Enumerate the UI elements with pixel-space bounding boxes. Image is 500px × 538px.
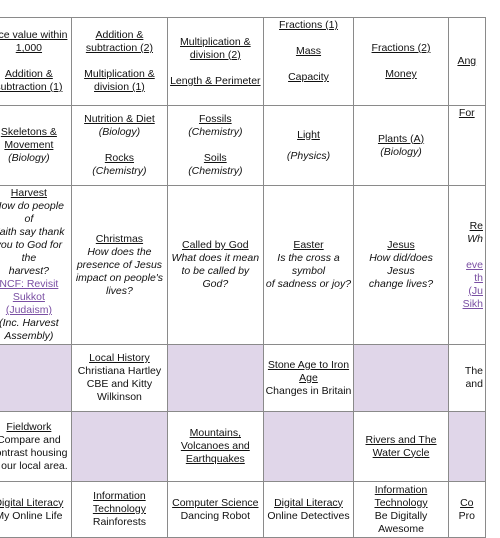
table-row: Harvest How do people of Faith say thank… <box>0 185 487 345</box>
cell-science-skeletons: Skeletons & Movement (Biology) <box>0 105 72 186</box>
cell-computing-digital-literacy-1: Digital Literacy My Online Life <box>0 481 72 538</box>
cell-maths-addition: Addition & subtraction (2) Multiplicatio… <box>70 17 169 106</box>
cell-geography-empty <box>447 411 487 482</box>
cell-re-jesus: Jesus How did/does Jesus change lives? <box>353 185 449 345</box>
cell-geography-rivers: Rivers and The Water Cycle <box>353 411 449 482</box>
cell-science-nutrition: Nutrition & Diet (Biology) Rocks (Chemis… <box>70 105 169 186</box>
cell-computing-it-rainforests: Information Technology Rainforests <box>70 481 169 538</box>
cell-maths-multiplication: Multiplication & division (2) Length & P… <box>167 17 264 106</box>
cell-history-empty <box>353 344 449 412</box>
cell-computing-computer-science: Computer Science Dancing Robot <box>167 481 264 538</box>
cell-history-stone-age: Stone Age to Iron Age Changes in Britain <box>262 344 355 412</box>
cell-science-light: Light (Physics) <box>262 105 355 186</box>
cell-maths-fractions-1: Fractions (1) Mass Capacity <box>262 17 355 106</box>
cell-computing-truncated: Co Pro <box>447 481 487 538</box>
cell-geography-mountains: Mountains, Volcanoes and Earthquakes <box>167 411 264 482</box>
cell-maths-fractions-2: Fractions (2) Money <box>353 17 449 106</box>
cell-re-easter: Easter Is the cross a symbol of sadness … <box>262 185 355 345</box>
cell-history-empty <box>0 344 72 412</box>
cell-re-christmas: Christmas How does the presence of Jesus… <box>70 185 169 345</box>
cell-science-truncated: For <box>447 105 487 186</box>
cell-maths-place-value: lace value within 1,000 Addition & subtr… <box>0 17 72 106</box>
cell-re-harvest: Harvest How do people of Faith say thank… <box>0 185 72 345</box>
cell-history-empty <box>167 344 264 412</box>
table-row: Digital Literacy My Online Life Informat… <box>0 481 487 538</box>
table-row: Fieldwork Compare and contrast housing i… <box>0 411 487 482</box>
cell-computing-it-awesome: Information Technology Be Digitally Awes… <box>353 481 449 538</box>
curriculum-table: lace value within 1,000 Addition & subtr… <box>0 17 487 538</box>
table-row: lace value within 1,000 Addition & subtr… <box>0 17 487 106</box>
cell-maths-truncated: Ang <box>447 17 487 106</box>
cell-science-fossils: Fossils (Chemistry) Soils (Chemistry) <box>167 105 264 186</box>
cell-science-plants: Plants (A) (Biology) <box>353 105 449 186</box>
table-row: Local History Christiana Hartley CBE and… <box>0 344 487 412</box>
cell-history-truncated: The and <box>447 344 487 412</box>
cell-re-called-by-god: Called by God What does it mean to be ca… <box>167 185 264 345</box>
table-row: Skeletons & Movement (Biology) Nutrition… <box>0 105 487 186</box>
cell-re-truncated: Re Wh eve th (Ju Sikh <box>447 185 487 345</box>
cell-history-local: Local History Christiana Hartley CBE and… <box>70 344 169 412</box>
cell-geography-empty <box>70 411 169 482</box>
cell-geography-fieldwork: Fieldwork Compare and contrast housing i… <box>0 411 72 482</box>
cell-computing-digital-literacy-2: Digital Literacy Online Detectives <box>262 481 355 538</box>
cell-geography-empty <box>262 411 355 482</box>
